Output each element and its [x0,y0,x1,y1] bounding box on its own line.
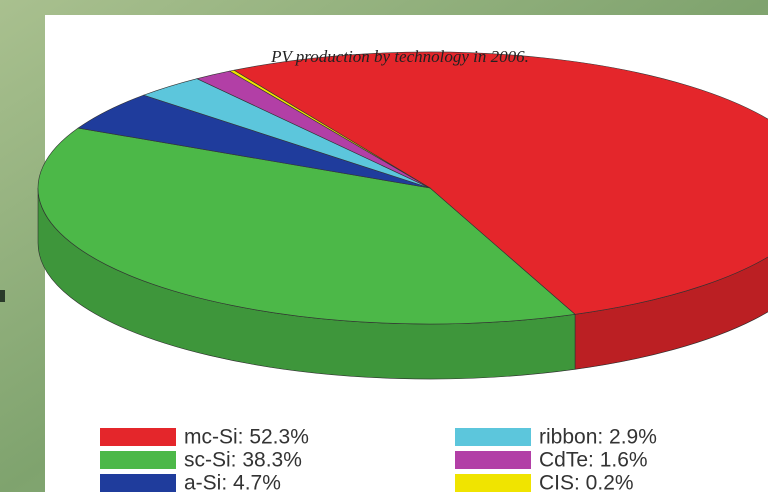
slice [233,51,768,315]
legend-label: sc-Si: 38.3% [184,449,302,472]
legend-swatch [100,428,176,446]
legend-swatch [455,428,531,446]
legend-label: mc-Si: 52.3% [184,426,309,449]
slice-side-shade [575,256,768,370]
legend: mc-Si: 52.3%sc-Si: 38.3%a-Si: 4.7% ribbon… [100,426,657,492]
legend-label: a-Si: 4.7% [184,472,281,492]
legend-swatch [455,451,531,469]
slice [37,127,576,325]
legend-swatch [100,474,176,492]
legend-swatch [455,474,531,492]
slice-side-shade [38,188,576,380]
legend-label: ribbon: 2.9% [539,426,657,449]
legend-swatch [100,451,176,469]
legend-label: CdTe: 1.6% [539,449,648,472]
edge-mark [0,290,5,302]
slice [228,69,431,189]
pie [37,51,768,380]
legend-label: CIS: 0.2% [539,472,634,492]
chart-title: PV production by technology in 2006. [270,47,529,66]
